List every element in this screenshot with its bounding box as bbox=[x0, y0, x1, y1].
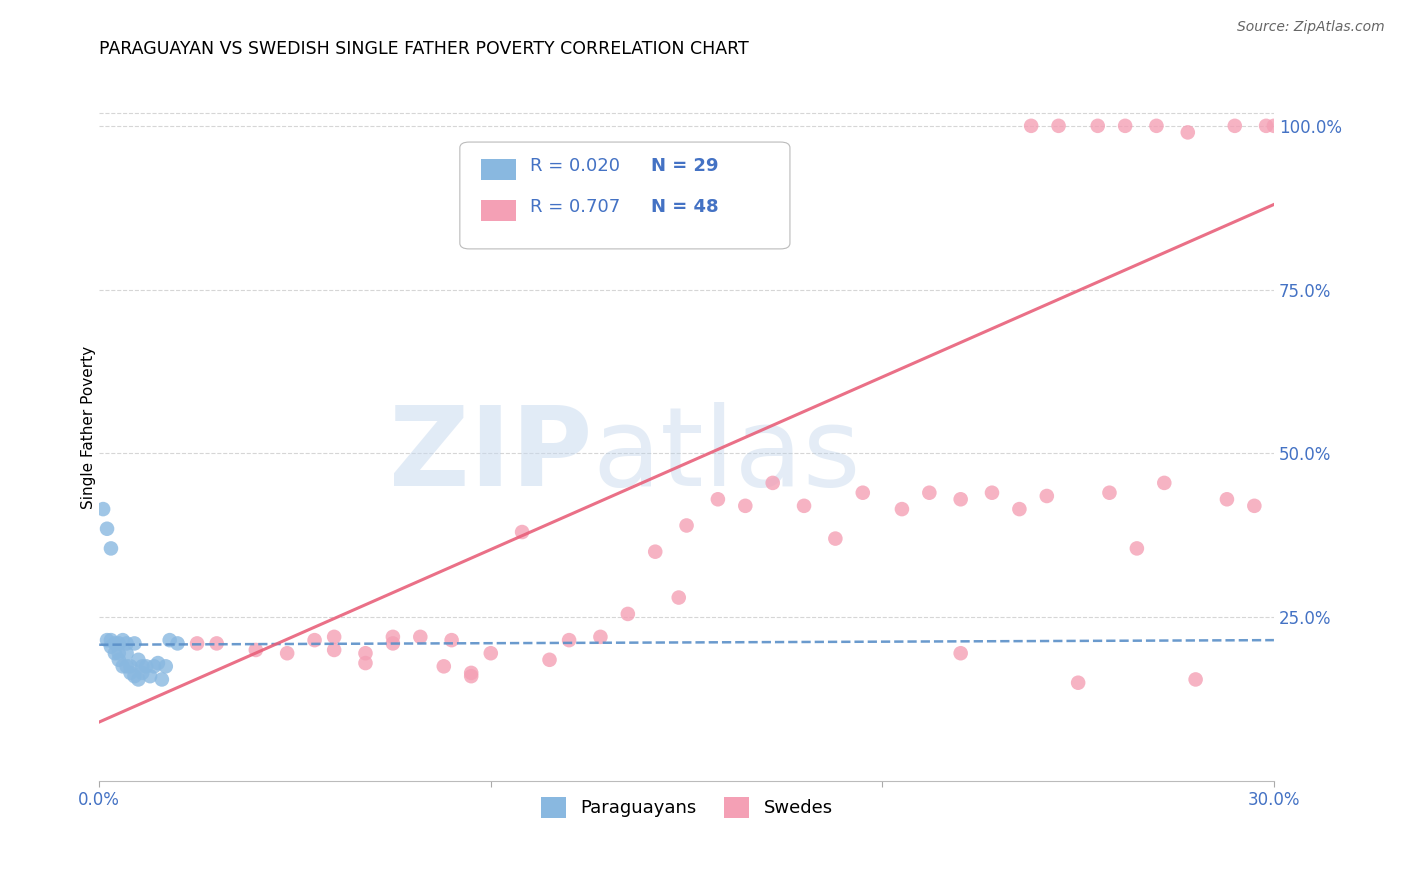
Point bbox=[124, 669, 146, 683]
Text: R = 0.707: R = 0.707 bbox=[530, 198, 620, 216]
Point bbox=[707, 492, 730, 507]
Point bbox=[100, 541, 122, 556]
Point bbox=[1243, 499, 1265, 513]
Point bbox=[96, 522, 118, 536]
Point bbox=[127, 673, 149, 687]
Legend: Paraguayans, Swedes: Paraguayans, Swedes bbox=[533, 789, 839, 825]
Point bbox=[617, 607, 640, 621]
Point bbox=[135, 659, 157, 673]
Point bbox=[381, 630, 404, 644]
Point bbox=[852, 485, 875, 500]
Point bbox=[1153, 475, 1175, 490]
FancyBboxPatch shape bbox=[460, 142, 790, 249]
Text: R = 0.020: R = 0.020 bbox=[530, 157, 620, 175]
Point bbox=[120, 659, 142, 673]
Point bbox=[127, 653, 149, 667]
Point bbox=[589, 630, 612, 644]
Point bbox=[96, 633, 118, 648]
Point bbox=[276, 646, 298, 660]
Bar bbox=[481, 200, 516, 221]
Point bbox=[1008, 502, 1031, 516]
Point bbox=[460, 669, 482, 683]
Point bbox=[131, 665, 153, 680]
Point bbox=[104, 636, 127, 650]
Point bbox=[479, 646, 502, 660]
Point bbox=[205, 636, 228, 650]
Point bbox=[1098, 485, 1121, 500]
Point bbox=[1216, 492, 1239, 507]
Point bbox=[354, 646, 377, 660]
Point bbox=[1263, 119, 1285, 133]
Point bbox=[762, 475, 785, 490]
Point bbox=[111, 633, 134, 648]
Point bbox=[510, 524, 533, 539]
Point bbox=[115, 659, 138, 673]
Point bbox=[381, 636, 404, 650]
Point bbox=[166, 636, 188, 650]
Point bbox=[949, 646, 972, 660]
Bar bbox=[481, 159, 516, 180]
Point bbox=[1036, 489, 1059, 503]
Point bbox=[1126, 541, 1149, 556]
Point bbox=[245, 643, 267, 657]
Point bbox=[460, 665, 482, 680]
Point bbox=[115, 636, 138, 650]
Text: N = 48: N = 48 bbox=[651, 198, 718, 216]
Point bbox=[91, 502, 114, 516]
Point bbox=[107, 646, 129, 660]
Text: ZIP: ZIP bbox=[389, 402, 592, 509]
Point bbox=[1254, 119, 1277, 133]
Point bbox=[104, 646, 127, 660]
Text: atlas: atlas bbox=[592, 402, 860, 509]
Point bbox=[675, 518, 697, 533]
Point bbox=[981, 485, 1004, 500]
Point bbox=[440, 633, 463, 648]
Point bbox=[949, 492, 972, 507]
Point bbox=[1067, 675, 1090, 690]
Point bbox=[1146, 119, 1168, 133]
Point bbox=[107, 653, 129, 667]
Point bbox=[538, 653, 561, 667]
Point bbox=[150, 673, 173, 687]
Point bbox=[409, 630, 432, 644]
Point bbox=[644, 544, 666, 558]
Point bbox=[1223, 119, 1246, 133]
Point bbox=[111, 659, 134, 673]
Point bbox=[918, 485, 941, 500]
Point bbox=[1114, 119, 1136, 133]
Point bbox=[824, 532, 846, 546]
Point bbox=[433, 659, 456, 673]
Point bbox=[143, 659, 166, 673]
Point bbox=[186, 636, 208, 650]
Text: Source: ZipAtlas.com: Source: ZipAtlas.com bbox=[1237, 20, 1385, 34]
Point bbox=[1019, 119, 1042, 133]
Point bbox=[155, 659, 177, 673]
Text: N = 29: N = 29 bbox=[651, 157, 718, 175]
Point bbox=[120, 665, 142, 680]
Point bbox=[100, 633, 122, 648]
Point bbox=[1177, 125, 1199, 139]
Point bbox=[890, 502, 912, 516]
Point bbox=[107, 636, 129, 650]
Point bbox=[323, 643, 346, 657]
Point bbox=[793, 499, 815, 513]
Point bbox=[146, 656, 169, 670]
Y-axis label: Single Father Poverty: Single Father Poverty bbox=[80, 345, 96, 508]
Point bbox=[1047, 119, 1070, 133]
Point bbox=[1087, 119, 1109, 133]
Point bbox=[100, 640, 122, 654]
Point bbox=[734, 499, 756, 513]
Point bbox=[558, 633, 581, 648]
Point bbox=[115, 646, 138, 660]
Point bbox=[354, 656, 377, 670]
Point bbox=[131, 659, 153, 673]
Point bbox=[139, 669, 162, 683]
Point bbox=[124, 636, 146, 650]
Point bbox=[668, 591, 690, 605]
Text: PARAGUAYAN VS SWEDISH SINGLE FATHER POVERTY CORRELATION CHART: PARAGUAYAN VS SWEDISH SINGLE FATHER POVE… bbox=[100, 40, 749, 58]
Point bbox=[1184, 673, 1206, 687]
Point bbox=[159, 633, 181, 648]
Point bbox=[323, 630, 346, 644]
Point bbox=[304, 633, 326, 648]
